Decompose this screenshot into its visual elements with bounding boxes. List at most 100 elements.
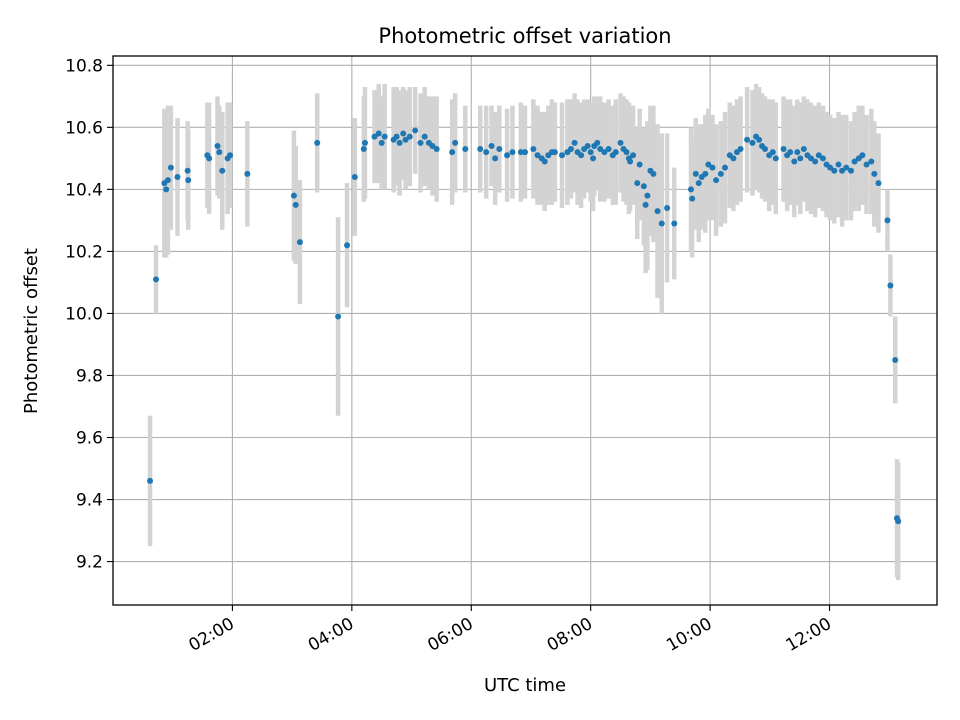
data-point bbox=[791, 158, 798, 165]
data-point bbox=[627, 158, 634, 165]
data-point bbox=[488, 142, 495, 149]
data-point bbox=[737, 146, 744, 153]
data-point bbox=[839, 167, 846, 174]
data-point bbox=[851, 158, 858, 165]
data-point bbox=[344, 242, 351, 249]
data-point bbox=[794, 149, 801, 156]
data-point bbox=[534, 152, 541, 159]
data-point bbox=[868, 158, 875, 165]
data-point bbox=[335, 313, 342, 320]
data-point bbox=[509, 149, 516, 156]
data-point bbox=[584, 142, 591, 149]
data-point bbox=[361, 139, 368, 146]
data-point bbox=[571, 139, 578, 146]
data-point bbox=[381, 133, 388, 140]
y-tick-label: 9.8 bbox=[76, 366, 103, 386]
data-point bbox=[578, 152, 585, 159]
data-point bbox=[780, 146, 787, 153]
data-point bbox=[462, 146, 469, 153]
data-point bbox=[433, 146, 440, 153]
data-point bbox=[541, 158, 548, 165]
data-point bbox=[722, 164, 729, 171]
data-point bbox=[504, 152, 511, 159]
data-point bbox=[452, 139, 459, 146]
data-point bbox=[174, 173, 181, 180]
data-point bbox=[831, 167, 838, 174]
y-tick-label: 10.2 bbox=[65, 242, 103, 262]
data-point bbox=[717, 170, 724, 177]
data-point bbox=[351, 173, 358, 180]
data-point bbox=[875, 180, 882, 187]
data-point bbox=[477, 146, 484, 153]
data-point bbox=[605, 146, 612, 153]
data-point bbox=[630, 152, 637, 159]
data-point bbox=[815, 152, 822, 159]
data-point bbox=[887, 282, 894, 289]
data-point bbox=[314, 139, 321, 146]
plot-frame bbox=[112, 55, 938, 606]
data-point bbox=[843, 164, 850, 171]
data-point bbox=[492, 155, 499, 162]
x-axis-label: UTC time bbox=[484, 675, 566, 696]
data-point bbox=[772, 155, 779, 162]
data-point bbox=[892, 356, 899, 363]
data-point bbox=[393, 133, 400, 140]
data-point bbox=[449, 149, 456, 156]
data-point bbox=[859, 152, 866, 159]
data-point bbox=[819, 155, 826, 162]
data-point bbox=[530, 146, 537, 153]
data-point bbox=[219, 167, 226, 174]
data-point bbox=[396, 139, 403, 146]
data-point bbox=[884, 217, 891, 224]
y-tick-label: 10.8 bbox=[65, 56, 103, 76]
data-point bbox=[848, 167, 855, 174]
data-point bbox=[871, 170, 878, 177]
data-point bbox=[412, 127, 419, 134]
y-tick-label: 9.2 bbox=[76, 553, 103, 573]
data-point bbox=[623, 149, 630, 156]
data-point bbox=[642, 201, 649, 208]
data-point bbox=[417, 139, 424, 146]
data-point bbox=[808, 155, 815, 162]
data-point bbox=[895, 518, 902, 525]
data-point bbox=[744, 136, 751, 143]
data-point bbox=[371, 133, 378, 140]
data-point bbox=[650, 170, 657, 177]
data-point bbox=[654, 208, 661, 215]
data-point bbox=[749, 139, 756, 146]
data-point bbox=[290, 192, 297, 199]
data-point bbox=[640, 183, 647, 190]
data-point bbox=[406, 133, 413, 140]
data-point bbox=[244, 170, 251, 177]
y-tick-label: 9.4 bbox=[76, 491, 103, 511]
data-point bbox=[797, 155, 804, 162]
data-point bbox=[375, 130, 382, 137]
data-point bbox=[152, 276, 159, 283]
data-point bbox=[429, 142, 436, 149]
data-point bbox=[590, 155, 597, 162]
y-axis-label: Photometric offset bbox=[21, 248, 42, 414]
data-point bbox=[636, 161, 643, 168]
y-tick-label: 10.6 bbox=[65, 118, 103, 138]
data-point bbox=[147, 477, 154, 484]
data-point bbox=[421, 133, 428, 140]
data-point bbox=[522, 149, 528, 156]
data-point bbox=[185, 177, 192, 184]
data-point bbox=[296, 239, 303, 246]
data-point bbox=[378, 139, 385, 146]
data-point bbox=[705, 161, 712, 168]
data-point bbox=[709, 164, 716, 171]
data-point bbox=[695, 180, 702, 187]
data-point bbox=[587, 149, 594, 156]
data-point bbox=[689, 195, 696, 202]
data-point bbox=[617, 139, 624, 146]
data-point bbox=[756, 136, 763, 143]
y-tick-label: 9.6 bbox=[76, 429, 103, 449]
data-point bbox=[658, 220, 665, 227]
data-point bbox=[483, 149, 490, 156]
data-point bbox=[227, 152, 234, 159]
data-point bbox=[163, 186, 170, 193]
data-point bbox=[517, 149, 524, 156]
y-tick-label: 10.4 bbox=[65, 180, 103, 200]
